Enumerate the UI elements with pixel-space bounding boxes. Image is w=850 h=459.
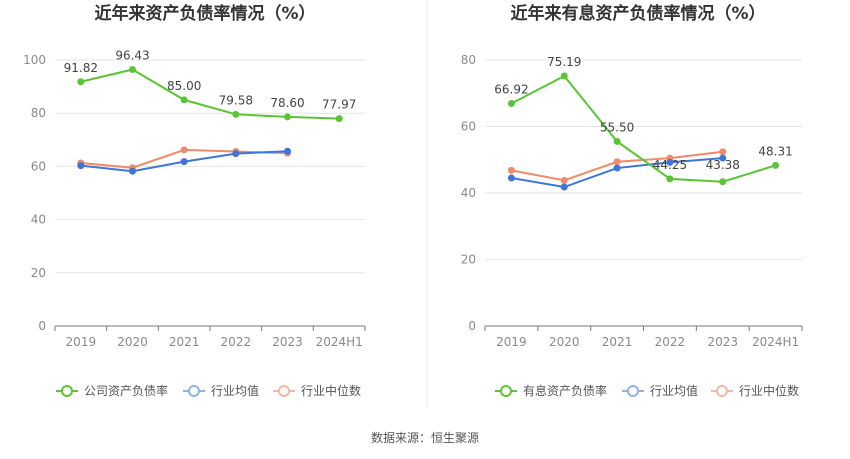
- data-point: [77, 162, 85, 170]
- data-point: [180, 158, 188, 166]
- x-tick-label: 2020: [117, 335, 148, 349]
- data-point: [232, 110, 240, 118]
- legend-marker-icon: [716, 385, 728, 397]
- x-tick-label: 2024H1: [752, 335, 799, 349]
- series-lines: [77, 65, 343, 175]
- data-point: [129, 167, 136, 175]
- legend-item: 有息资产负债率: [495, 383, 607, 398]
- series-line: [80, 68, 340, 120]
- x-tick-label: 2023: [707, 335, 738, 349]
- data-point: [507, 174, 515, 182]
- x-tick-label: 2023: [272, 335, 303, 349]
- data-point: [613, 137, 621, 145]
- axes: 0 20 40 60 80 2019 2020 2021 2022 2023 2024H1: [461, 53, 803, 349]
- data-point: [560, 176, 568, 184]
- data-label: 48.31: [758, 144, 792, 158]
- x-tick-label: 2021: [169, 335, 200, 349]
- y-tick-label: 20: [31, 266, 46, 280]
- data-point: [772, 161, 780, 169]
- legend-marker-icon: [500, 385, 512, 397]
- legend-item: 行业中位数: [273, 383, 361, 398]
- x-tick-label: 2024H1: [316, 335, 363, 349]
- data-label: 91.82: [64, 61, 98, 75]
- series-lines: [507, 72, 780, 191]
- y-tick-label: 80: [31, 106, 46, 120]
- legend-marker-icon: [61, 385, 73, 397]
- data-point: [560, 72, 568, 80]
- x-tick-label: 2022: [655, 335, 686, 349]
- legend-marker-icon: [188, 385, 200, 397]
- legend-label: 有息资产负债率: [523, 383, 607, 398]
- x-tick-label: 2020: [549, 335, 580, 349]
- y-tick-label: 80: [461, 53, 476, 67]
- chart-title: 近年来有息资产负债率情况（%）: [510, 3, 765, 24]
- data-label: 77.97: [322, 98, 356, 112]
- x-tick-label: 2021: [602, 335, 633, 349]
- x-tick-label: 2019: [66, 335, 97, 349]
- source-note: 数据来源：恒生聚源: [371, 430, 479, 445]
- data-point: [284, 147, 291, 155]
- grid-lines: [485, 59, 802, 260]
- legend-marker-icon: [278, 385, 290, 397]
- data-point: [180, 96, 188, 104]
- legend-label: 行业中位数: [301, 383, 361, 398]
- data-point: [232, 150, 240, 158]
- interest-bearing-liability-ratio-chart: 近年来有息资产负债率情况（%） 0 20 40 60 80 2019 2020 2021 202…: [461, 3, 803, 398]
- y-tick-label: 0: [468, 319, 476, 333]
- data-label: 66.92: [494, 82, 528, 96]
- data-point: [666, 158, 674, 166]
- legend-label: 行业均值: [650, 383, 698, 398]
- legend-label: 行业均值: [211, 383, 259, 398]
- data-point: [560, 183, 568, 191]
- legend: 公司资产负债率 行业均值 行业中位数: [56, 383, 361, 398]
- data-label: 44.25: [653, 158, 687, 172]
- y-tick-label: 0: [38, 319, 46, 333]
- y-tick-label: 60: [31, 159, 46, 173]
- data-label: 96.43: [115, 48, 149, 62]
- legend-item: 行业均值: [183, 383, 259, 398]
- grid-lines: [55, 59, 365, 274]
- data-point: [719, 178, 727, 186]
- data-point: [719, 154, 727, 162]
- data-label: 43.38: [706, 158, 740, 172]
- y-tick-label: 60: [461, 120, 476, 134]
- x-tick-label: 2022: [221, 335, 252, 349]
- data-point: [180, 146, 188, 154]
- data-label: 75.19: [547, 55, 581, 69]
- data-label: 79.58: [219, 93, 253, 107]
- y-tick-label: 100: [23, 53, 46, 67]
- legend-marker-icon: [627, 385, 639, 397]
- legend-item: 行业中位数: [711, 383, 799, 398]
- data-labels: 66.92 75.19 55.50 44.25 43.38 48.31: [494, 55, 793, 172]
- series-line: [510, 74, 776, 183]
- data-label: 78.60: [270, 96, 304, 110]
- data-label: 85.00: [167, 79, 201, 93]
- data-point: [507, 99, 515, 107]
- data-label: 55.50: [600, 120, 634, 134]
- y-tick-label: 20: [461, 253, 476, 267]
- legend-item: 公司资产负债率: [56, 383, 168, 398]
- data-point: [129, 65, 136, 73]
- data-labels: 91.82 96.43 85.00 79.58 78.60 77.97: [64, 48, 357, 111]
- legend-label: 公司资产负债率: [84, 383, 168, 398]
- data-point: [284, 113, 291, 121]
- y-tick-label: 40: [461, 186, 476, 200]
- data-point: [613, 164, 621, 172]
- asset-liability-ratio-chart: 近年来资产负债率情况（%） 0 20 40 60 80 100 2019 2020 2021 20…: [23, 3, 366, 398]
- legend: 有息资产负债率 行业均值 行业中位数: [495, 383, 799, 398]
- legend-label: 行业中位数: [739, 383, 799, 398]
- data-point: [613, 158, 621, 166]
- legend-item: 行业均值: [622, 383, 698, 398]
- data-point: [77, 78, 85, 86]
- axes: 0 20 40 60 80 100 2019 2020 2021 2022 2023 2024H1: [23, 53, 366, 349]
- x-tick-label: 2019: [496, 335, 527, 349]
- data-point: [335, 115, 343, 123]
- data-point: [666, 175, 674, 183]
- y-tick-label: 40: [31, 213, 46, 227]
- chart-title: 近年来资产负债率情况（%）: [94, 3, 315, 24]
- data-point: [719, 148, 727, 156]
- data-point: [507, 166, 515, 174]
